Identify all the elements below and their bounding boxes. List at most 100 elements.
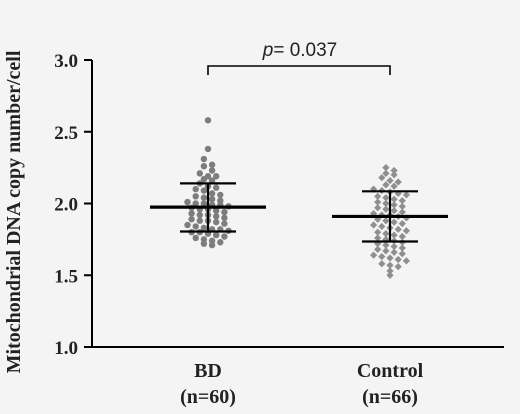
control-data-point — [390, 201, 398, 209]
control-data-point — [386, 267, 394, 275]
control-data-point — [390, 248, 398, 256]
category-n-control: (n=66) — [362, 386, 418, 408]
bd-data-point — [188, 210, 195, 217]
bd-data-point — [208, 167, 216, 174]
control-data-point — [378, 222, 386, 231]
control-data-point — [398, 197, 406, 205]
control-data-point — [390, 166, 398, 175]
bd-data-point — [213, 231, 220, 239]
bd-data-point — [213, 213, 220, 220]
control-data-point — [382, 194, 390, 202]
bd-data-point — [221, 233, 228, 240]
significance-bracket — [207, 65, 391, 75]
bd-data-point — [188, 216, 195, 223]
control-data-point — [382, 241, 390, 249]
y-tick-label: 3.0 — [54, 51, 78, 72]
control-data-point — [382, 235, 390, 243]
bd-data-point — [208, 195, 216, 203]
bd-data-point — [200, 175, 208, 183]
control-data-point — [398, 208, 406, 216]
bd-data-point — [200, 224, 208, 232]
control-data-point — [382, 169, 390, 177]
control-data-point — [402, 257, 410, 265]
control-data-point — [398, 219, 406, 228]
bd-data-point — [221, 220, 228, 227]
bd-data-point — [204, 117, 212, 124]
y-tick-label: 1.0 — [54, 338, 78, 359]
control-data-point — [398, 244, 406, 252]
control-data-point — [382, 247, 390, 255]
control-data-point — [390, 182, 398, 190]
bd-data-point — [208, 177, 216, 184]
control-data-point — [394, 255, 402, 264]
y-tick-label: 2.0 — [54, 195, 78, 216]
bd-data-point — [184, 221, 191, 229]
control-data-point — [394, 263, 402, 271]
bd-data-point — [221, 214, 228, 222]
p-symbol: p — [262, 40, 274, 61]
control-data-point — [386, 271, 394, 279]
bd-data-point — [192, 185, 199, 193]
control-data-point — [382, 217, 390, 225]
category-label-bd: BD — [194, 360, 222, 382]
y-axis-label: Mitochondrial DNA copy number/cell — [3, 50, 25, 373]
bd-data-point — [213, 218, 220, 226]
control-data-point — [398, 202, 406, 210]
y-tick-label: 2.5 — [54, 123, 78, 144]
control-data-point — [390, 207, 398, 215]
control-data-point — [402, 191, 410, 199]
category-n-bd: (n=60) — [180, 386, 236, 408]
control-data-point — [374, 245, 382, 254]
p-value-annotation: p= 0.037 — [262, 40, 338, 61]
control-data-point — [390, 218, 398, 226]
bd-data-point — [208, 241, 216, 249]
bd-data-point — [196, 211, 203, 219]
control-data-point — [374, 198, 382, 206]
p-value-text: = 0.037 — [273, 40, 337, 61]
bd-data-point — [208, 190, 216, 197]
control-data-point — [382, 205, 390, 213]
bd-data-point — [213, 207, 220, 214]
control-data-point — [402, 227, 410, 235]
control-data-point — [370, 185, 378, 193]
y-tick-label: 1.5 — [54, 266, 78, 287]
control-data-point — [390, 171, 398, 179]
bd-data-point — [192, 193, 199, 200]
control-data-point — [386, 176, 394, 185]
bd-data-point — [213, 173, 220, 180]
bd-data-point — [196, 170, 203, 177]
control-data-point — [374, 228, 382, 236]
bd-data-point — [221, 208, 228, 216]
bd-data-point — [208, 161, 216, 168]
control-data-point — [390, 242, 398, 251]
bd-data-point — [200, 200, 208, 207]
control-data-point — [374, 204, 382, 212]
control-data-point — [378, 252, 386, 261]
control-data-point — [382, 230, 390, 238]
control-data-point — [390, 231, 398, 239]
control-data-point — [398, 250, 406, 258]
control-data-point — [382, 181, 390, 189]
bd-data-point — [192, 234, 199, 242]
control-data-point — [390, 195, 398, 203]
control-data-point — [382, 199, 390, 208]
bd-data-point — [200, 194, 208, 201]
bd-data-point — [213, 184, 220, 191]
bd-data-point — [200, 187, 208, 194]
bd-data-point — [184, 198, 191, 206]
control-data-point — [378, 260, 386, 268]
bd-data-point — [200, 162, 208, 170]
control-data-point — [378, 174, 386, 182]
bd-data-point — [196, 217, 203, 224]
bd-data-point — [192, 200, 199, 207]
bd-data-point — [217, 239, 224, 246]
control-data-point — [370, 221, 378, 229]
category-label-control: Control — [357, 360, 424, 382]
control-data-point — [386, 261, 394, 269]
bd-data-point — [200, 155, 208, 163]
control-data-point — [386, 254, 394, 262]
control-data-point — [382, 164, 390, 172]
y-tick-group: 1.0 1.5 2.0 2.5 3.0 — [54, 51, 92, 359]
control-data-point — [370, 209, 378, 218]
